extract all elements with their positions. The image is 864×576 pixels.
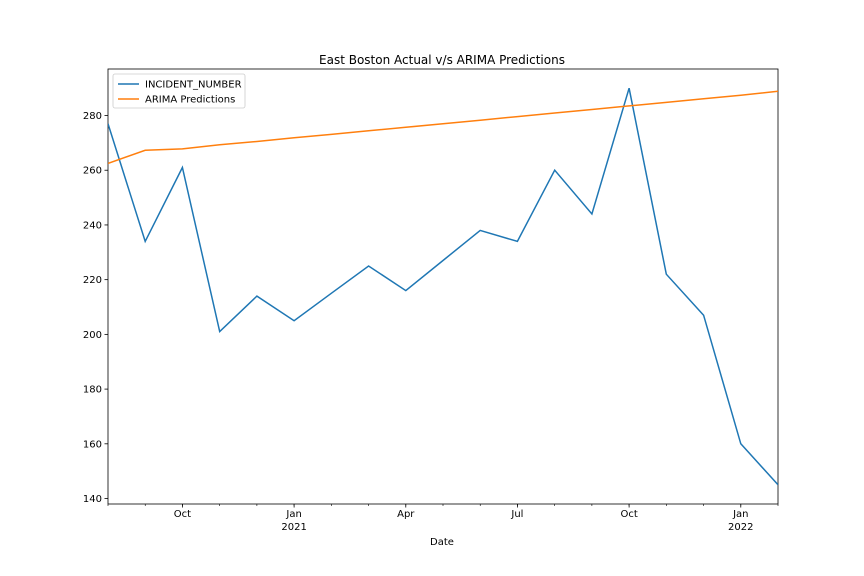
series-line-arima-predictions	[108, 90, 778, 165]
x-axis-label: Date	[430, 537, 454, 548]
x-tick-label: Oct	[620, 509, 637, 520]
series-line-incident-number	[108, 87, 778, 486]
legend-label: ARIMA Predictions	[145, 95, 235, 106]
legend-box	[112, 73, 246, 109]
x-tick-label: Jan	[732, 509, 748, 520]
chart-title: East Boston Actual v/s ARIMA Predictions	[319, 53, 565, 67]
x-tick-label: Jul	[510, 509, 523, 520]
legend-label: INCIDENT_NUMBER	[145, 80, 242, 91]
y-tick-label: 180	[83, 385, 102, 396]
y-tick-label: 220	[83, 275, 102, 286]
plot-area: 140 160 180 200 220 240 260 280 Oct Jan 2021 Apr Jul…	[83, 68, 779, 533]
y-tick-label: 240	[83, 220, 102, 231]
y-tick-label: 160	[83, 439, 102, 450]
y-tick-label: 280	[83, 111, 102, 122]
y-tick-label: 260	[83, 166, 102, 177]
x-tick-label: Jan	[285, 509, 301, 520]
x-tick-label: Oct	[174, 509, 191, 520]
x-tick-label: Apr	[397, 509, 415, 520]
y-tick-label: 140	[83, 494, 102, 505]
x-tick-year-label: 2022	[728, 522, 753, 533]
y-tick-label: 200	[83, 330, 102, 341]
x-tick-year-label: 2021	[281, 522, 306, 533]
